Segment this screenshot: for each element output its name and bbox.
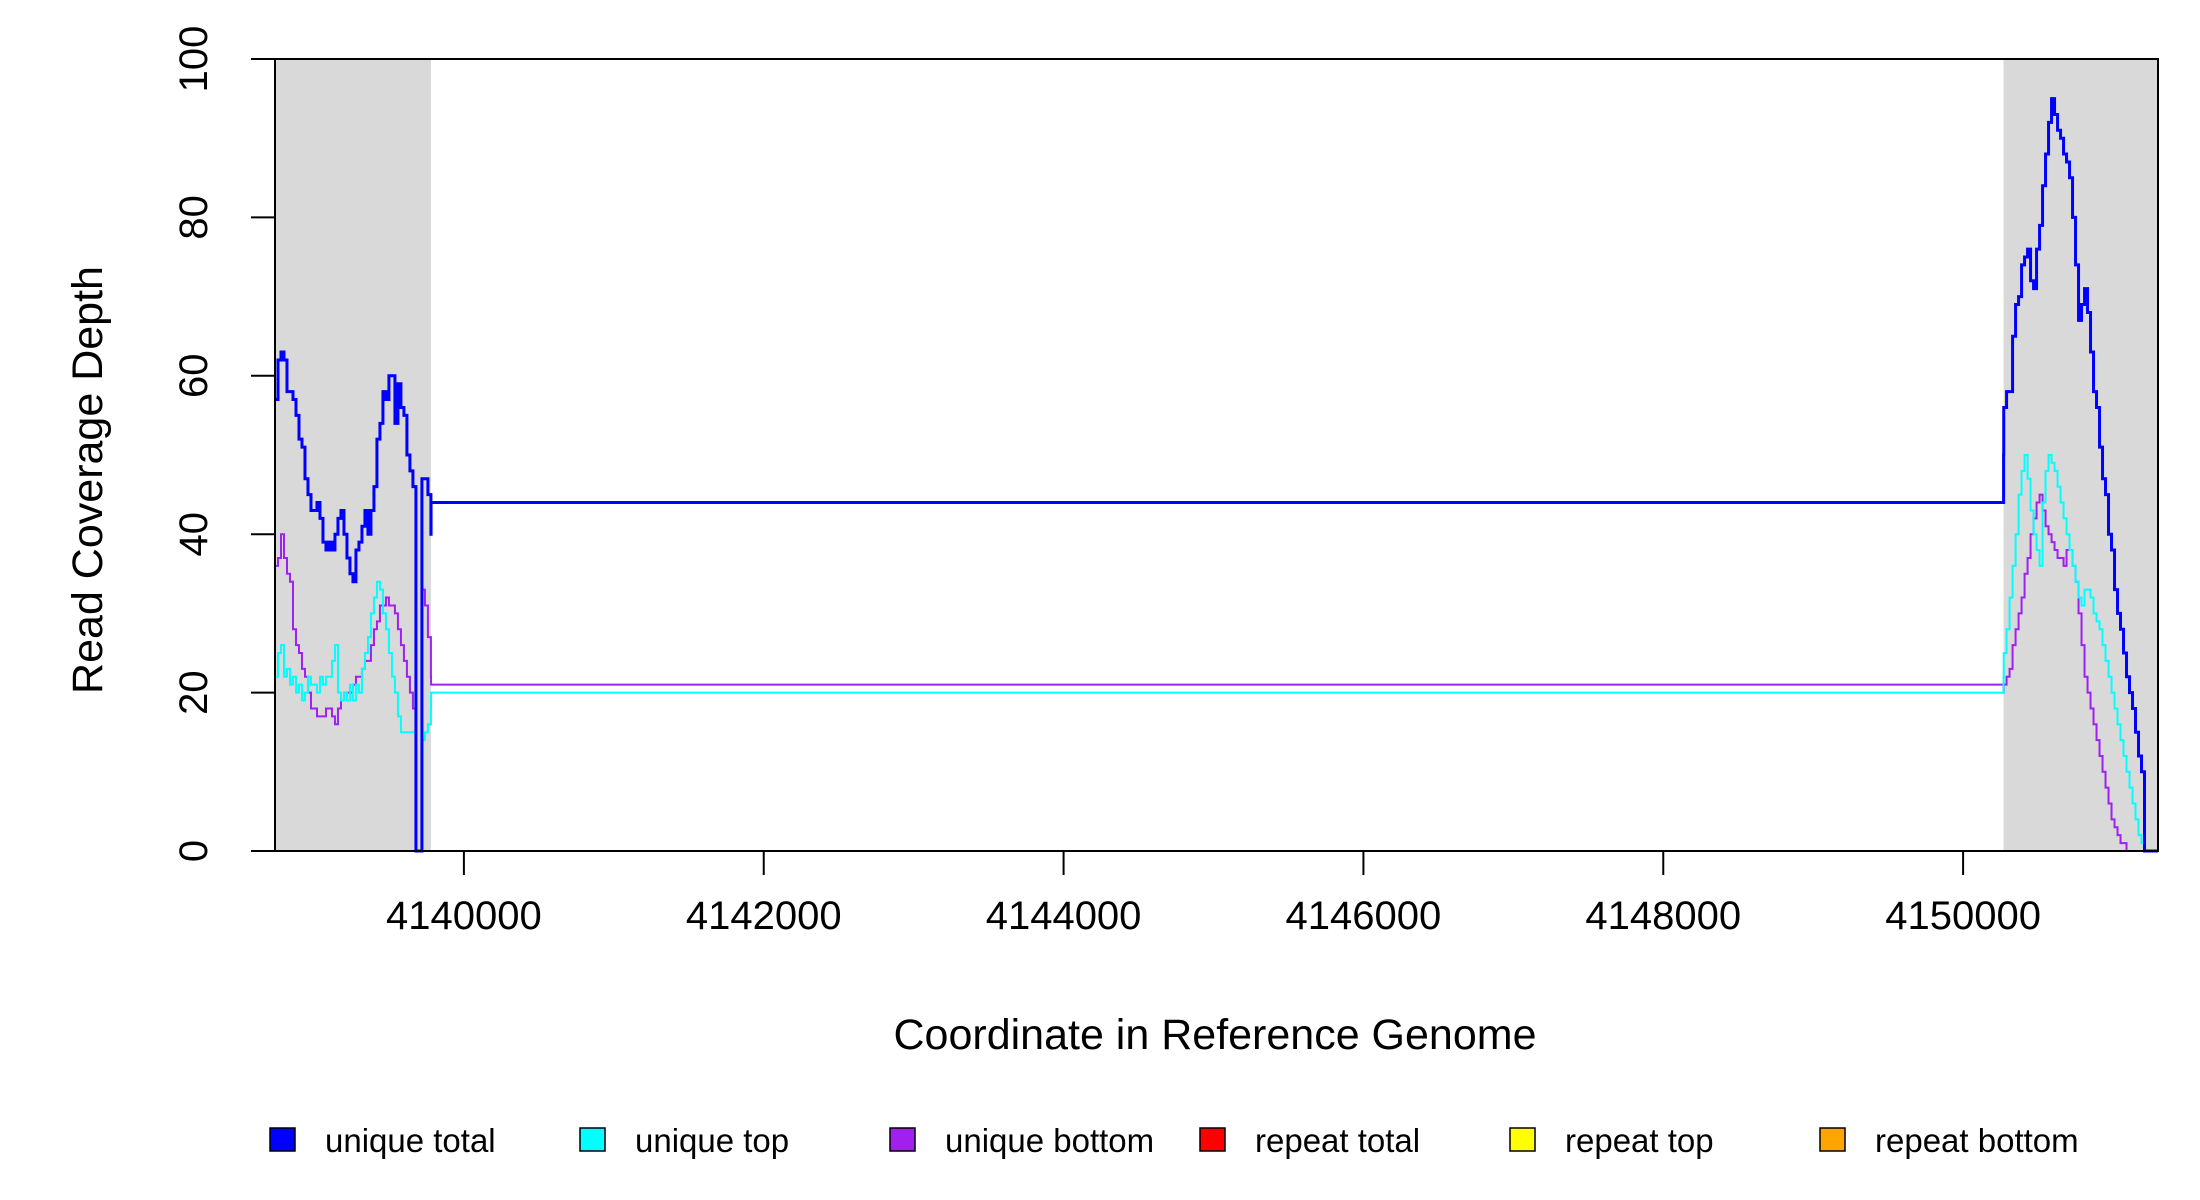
legend-swatch-3 — [1199, 1127, 1226, 1152]
x-tick-label-3: 4146000 — [1286, 894, 1442, 938]
legend-swatch-0 — [269, 1127, 296, 1152]
legend-label-2: unique bottom — [945, 1122, 1154, 1159]
y-tick-label-1: 20 — [172, 670, 216, 715]
legend: unique total unique top unique bottom repea… — [269, 1122, 2079, 1159]
y-tick-label-4: 80 — [172, 195, 216, 240]
shaded-region-1 — [2003, 59, 2158, 851]
x-tick-label-4: 4148000 — [1585, 894, 1741, 938]
shaded-region-0 — [275, 59, 431, 851]
legend-swatch-2 — [889, 1127, 916, 1152]
series-unique-total — [275, 97, 2158, 853]
legend-swatch-4 — [1509, 1127, 1536, 1152]
legend-swatch-5 — [1819, 1127, 1846, 1152]
series-unique-top — [275, 454, 2158, 852]
legend-label-3: repeat total — [1255, 1122, 1420, 1159]
legend-label-4: repeat top — [1565, 1122, 1714, 1159]
legend-label-1: unique top — [635, 1122, 789, 1159]
shaded-regions — [275, 59, 2158, 851]
y-tick-label-2: 40 — [172, 512, 216, 557]
y-axis-title: Read Coverage Depth — [64, 266, 112, 694]
series-unique-bottom — [275, 493, 2158, 852]
legend-label-0: unique total — [325, 1122, 496, 1159]
x-tick-label-5: 4150000 — [1885, 894, 2041, 938]
y-tick-label-3: 60 — [172, 354, 216, 399]
legend-swatch-1 — [579, 1127, 606, 1152]
x-tick-label-0: 4140000 — [386, 894, 542, 938]
x-tick-label-1: 4142000 — [686, 894, 842, 938]
x-axis-title: Coordinate in Reference Genome — [894, 1011, 1537, 1059]
y-tick-label-5: 100 — [172, 26, 216, 93]
y-axis: 0 20 40 60 80 100 — [172, 26, 276, 862]
x-axis: 4140000 4142000 4144000 4146000 4148000 41500… — [386, 850, 2041, 938]
x-tick-label-2: 4144000 — [986, 894, 1142, 938]
legend-label-5: repeat bottom — [1875, 1122, 2079, 1159]
y-tick-label-0: 0 — [172, 840, 216, 862]
